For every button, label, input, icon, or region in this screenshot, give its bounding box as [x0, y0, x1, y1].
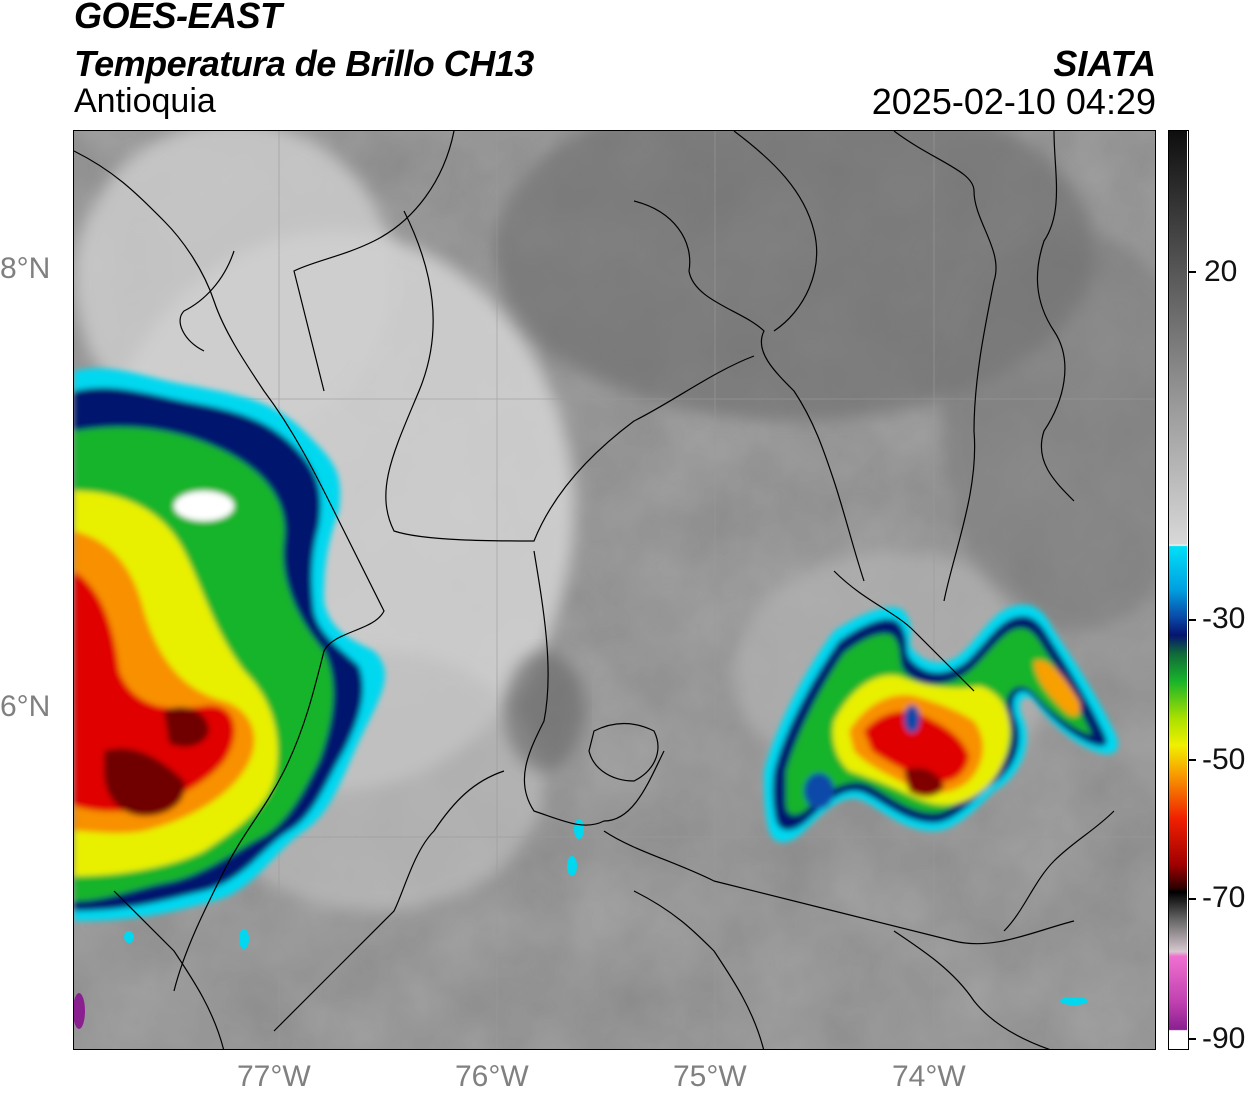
- colorbar: [1168, 130, 1189, 1050]
- lon-label-75w: 75°W: [673, 1060, 747, 1093]
- lon-label-74w: 74°W: [892, 1060, 966, 1093]
- boundary-lines: [74, 131, 1115, 1049]
- colorbar-tick-minus90: -90: [1202, 1022, 1246, 1055]
- lat-label-6n: 6°N: [0, 690, 51, 723]
- colorbar-tick-minus30: -30: [1202, 602, 1246, 635]
- colorbar-tick-minus50: -50: [1202, 743, 1246, 776]
- colorbar-tickmark: [1188, 898, 1196, 900]
- datetime-label: 2025-02-10 04:29: [871, 81, 1156, 122]
- satellite-title: GOES-EAST: [74, 0, 282, 36]
- region-label: Antioquia: [74, 82, 216, 120]
- colorbar-tickmark: [1188, 1038, 1196, 1040]
- colorbar-tickmark: [1188, 619, 1196, 621]
- colorbar-tickmark: [1188, 271, 1196, 273]
- colorbar-tick-20: 20: [1204, 255, 1238, 288]
- product-title: Temperatura de Brillo CH13: [74, 43, 534, 84]
- satellite-map[interactable]: [73, 130, 1156, 1050]
- lon-label-76w: 76°W: [455, 1060, 529, 1093]
- colorbar-tickmark: [1188, 759, 1196, 761]
- colorbar-tick-minus70: -70: [1202, 881, 1246, 914]
- cloud-east: [764, 604, 1118, 843]
- map-image: [74, 131, 1155, 1049]
- lat-label-8n: 8°N: [0, 252, 51, 285]
- brand-label: SIATA: [1053, 43, 1156, 84]
- cloud-west: [74, 368, 385, 921]
- lon-label-77w: 77°W: [237, 1060, 311, 1093]
